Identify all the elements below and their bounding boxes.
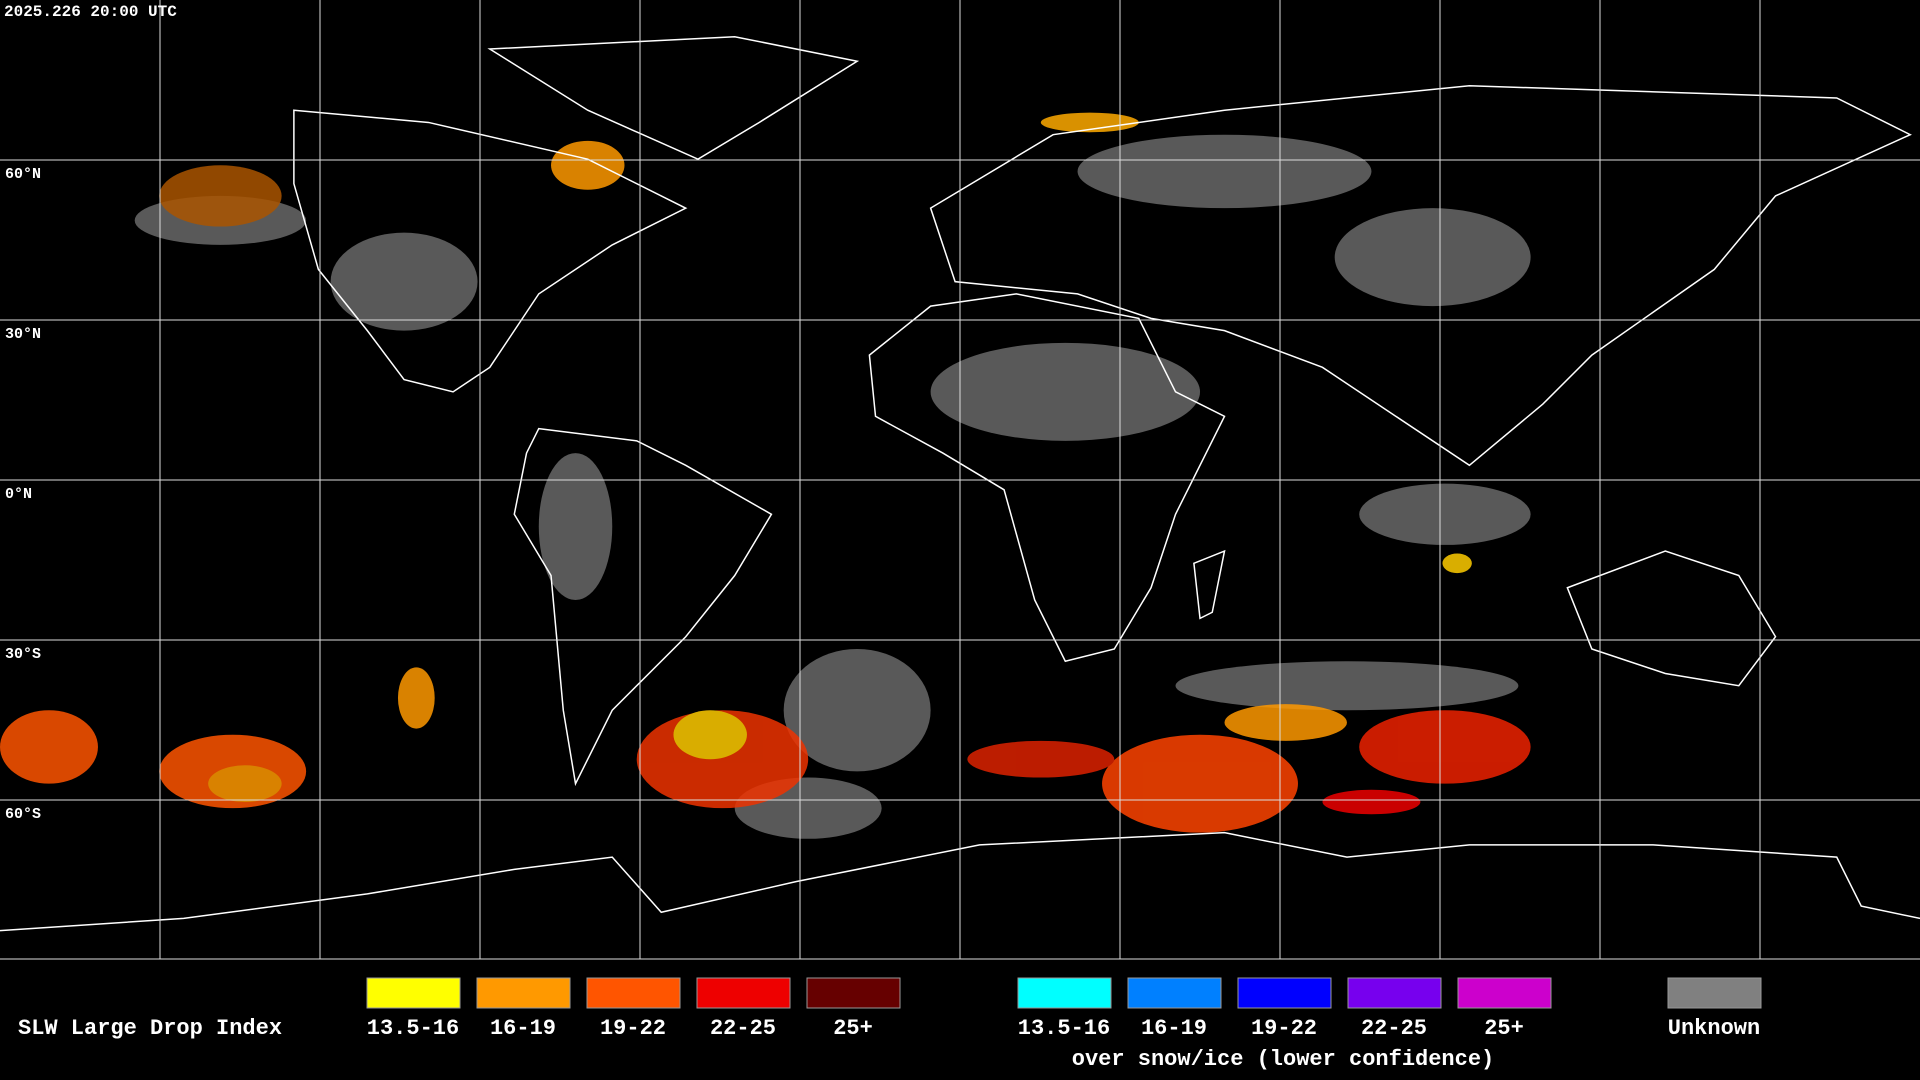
latitude-label: 60°N [5,166,41,183]
legend-title: SLW Large Drop Index [18,1016,282,1041]
legend-label: 25+ [1484,1016,1524,1041]
legend-label: 16-19 [1141,1016,1207,1041]
legend-label: 22-25 [1361,1016,1427,1041]
legend-label: 13.5-16 [1018,1016,1110,1041]
legend-label: 16-19 [490,1016,556,1041]
legend-swatch [476,977,571,1009]
latitude-label: 30°N [5,326,41,343]
timestamp: 2025.226 20:00 UTC [4,3,177,21]
legend: 13.5-16 16-19 19-22 22-25 25+ 13.5-16 16-19 19-… [366,977,1762,1072]
legend-swatch [586,977,681,1009]
coastlines [0,37,1920,931]
legend-swatch [366,977,461,1009]
legend-swatch [1667,977,1762,1009]
legend-label: Unknown [1668,1016,1760,1041]
legend-label: 25+ [833,1016,873,1041]
legend-label: 13.5-16 [367,1016,459,1041]
graticule [0,0,1920,960]
legend-swatch [806,977,901,1009]
data-patches [0,112,1531,839]
latitude-labels: 60°N 30°N 0°N 30°S 60°S [5,166,41,823]
legend-swatch [1017,977,1112,1009]
legend-caption: over snow/ice (lower confidence) [1072,1047,1494,1072]
latitude-label: 0°N [5,486,32,503]
legend-label: 22-25 [710,1016,776,1041]
legend-label: 19-22 [600,1016,666,1041]
legend-swatch [1347,977,1442,1009]
legend-swatch [696,977,791,1009]
legend-label: 19-22 [1251,1016,1317,1041]
legend-swatch [1237,977,1332,1009]
legend-swatch [1457,977,1552,1009]
latitude-label: 60°S [5,806,41,823]
legend-swatch [1127,977,1222,1009]
latitude-label: 30°S [5,646,41,663]
